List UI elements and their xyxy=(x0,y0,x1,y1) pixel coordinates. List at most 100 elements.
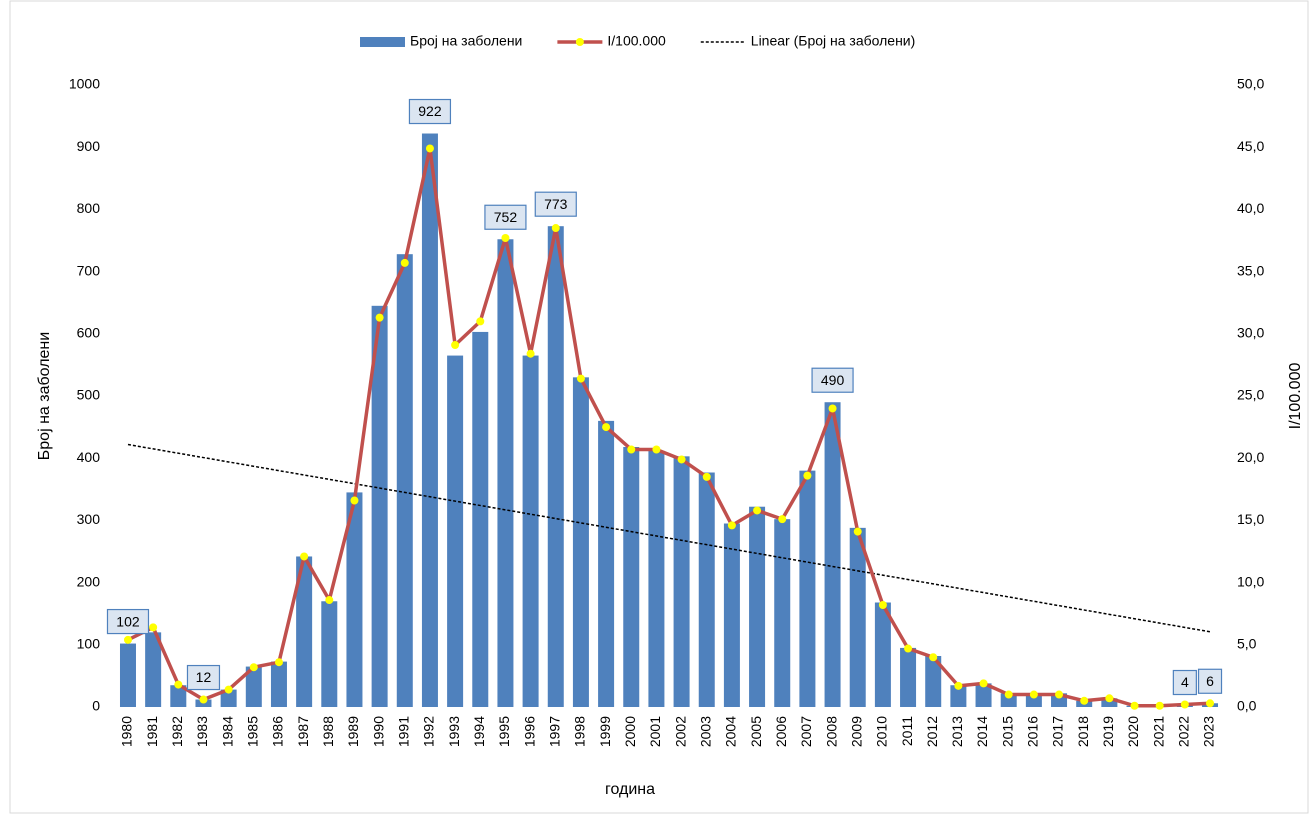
bar xyxy=(975,683,992,707)
bar xyxy=(874,602,891,707)
x-tick-label: 1985 xyxy=(245,716,261,747)
y-tick-label: 800 xyxy=(77,200,101,216)
legend-marker xyxy=(575,38,584,46)
y2-tick-label: 50,0 xyxy=(1237,76,1264,92)
line-marker xyxy=(149,623,158,632)
data-label-box xyxy=(1172,669,1197,696)
x-tick-label: 1991 xyxy=(395,716,411,747)
x-tick-label: 1990 xyxy=(370,716,386,747)
x-axis-title: година xyxy=(605,781,655,798)
line-marker xyxy=(425,144,434,153)
line-marker xyxy=(375,313,384,322)
line-marker xyxy=(123,635,132,644)
trendline xyxy=(127,443,1211,633)
x-tick-label: 1984 xyxy=(219,716,235,747)
line-marker xyxy=(249,663,258,672)
line-marker xyxy=(350,496,359,505)
y-tick-label: 600 xyxy=(77,325,101,341)
legend-label: Linear (Број на заболени) xyxy=(751,33,916,49)
x-tick-label: 1982 xyxy=(169,716,185,747)
bar xyxy=(522,355,539,707)
data-label: 102 xyxy=(116,613,140,629)
line-marker xyxy=(1004,690,1013,699)
x-tick-label: 1995 xyxy=(496,716,512,747)
line-marker xyxy=(878,600,887,609)
bar xyxy=(673,456,690,707)
x-tick-label: 2006 xyxy=(773,716,789,747)
x-tick-label: 2023 xyxy=(1201,716,1217,747)
line-marker xyxy=(753,506,762,515)
bar xyxy=(421,133,438,708)
bar xyxy=(849,527,866,707)
data-label: 922 xyxy=(418,103,442,119)
line-marker xyxy=(979,679,988,688)
line-marker xyxy=(1055,690,1064,699)
x-tick-label: 2016 xyxy=(1025,716,1041,747)
data-label-box xyxy=(534,191,577,217)
bar xyxy=(925,655,942,707)
bar xyxy=(900,647,917,707)
data-label-box xyxy=(186,664,221,691)
bar xyxy=(497,239,514,708)
data-label: 4 xyxy=(1181,674,1189,690)
x-tick-label: 2011 xyxy=(899,716,915,746)
data-label-box xyxy=(811,367,854,393)
x-tick-label: 2008 xyxy=(823,716,839,747)
y-axis-title: Број на заболени xyxy=(36,332,53,460)
line-marker xyxy=(602,423,611,432)
line-marker xyxy=(778,515,787,524)
y-tick-label: 700 xyxy=(77,262,101,278)
legend-label: Број на заболени xyxy=(410,33,522,49)
x-tick-label: 1994 xyxy=(471,716,487,747)
x-tick-label: 2007 xyxy=(798,716,814,747)
x-tick-label: 1987 xyxy=(295,716,311,747)
bar xyxy=(950,685,967,707)
bar xyxy=(396,254,413,707)
y2-tick-label: 5,0 xyxy=(1237,636,1257,652)
line-marker xyxy=(929,653,938,662)
line-marker xyxy=(954,681,963,690)
y-tick-label: 0 xyxy=(92,698,100,714)
y-tick-label: 400 xyxy=(77,449,101,465)
data-label: 12 xyxy=(196,669,212,685)
x-tick-label: 2015 xyxy=(999,716,1015,747)
bar xyxy=(170,685,187,707)
bar xyxy=(145,632,162,707)
legend-swatch xyxy=(360,37,405,47)
line-marker xyxy=(576,374,585,383)
y2-tick-label: 45,0 xyxy=(1237,138,1264,154)
bar xyxy=(774,519,791,707)
line-marker xyxy=(501,234,510,243)
bar xyxy=(623,447,640,707)
x-tick-label: 1981 xyxy=(144,716,160,747)
bar xyxy=(749,506,766,707)
x-tick-label: 1993 xyxy=(446,716,462,747)
x-tick-label: 2000 xyxy=(622,716,638,747)
line xyxy=(127,146,1211,708)
data-label-box xyxy=(1197,668,1223,694)
line-marker xyxy=(904,644,913,653)
x-tick-label: 1996 xyxy=(521,716,537,747)
line-marker xyxy=(1029,690,1038,699)
line-marker xyxy=(1206,699,1215,708)
bar xyxy=(220,689,237,707)
y-tick-label: 300 xyxy=(77,511,101,527)
x-tick-label: 2018 xyxy=(1075,716,1091,747)
line-marker xyxy=(400,258,409,267)
y2-tick-label: 35,0 xyxy=(1237,262,1264,278)
line-marker xyxy=(677,455,686,464)
line-marker xyxy=(300,552,309,561)
bar xyxy=(296,556,313,707)
y-tick-label: 100 xyxy=(77,636,101,652)
y2-axis-title: I/100.000 xyxy=(1287,363,1304,430)
x-tick-label: 1997 xyxy=(546,716,562,747)
line-marker xyxy=(274,658,283,667)
line-marker xyxy=(451,340,460,349)
bar xyxy=(824,402,841,707)
x-tick-label: 1999 xyxy=(597,716,613,747)
x-tick-label: 2002 xyxy=(672,716,688,747)
x-tick-label: 2022 xyxy=(1176,716,1192,747)
line-marker xyxy=(803,471,812,480)
x-tick-label: 2003 xyxy=(697,716,713,747)
line-marker xyxy=(476,317,485,326)
